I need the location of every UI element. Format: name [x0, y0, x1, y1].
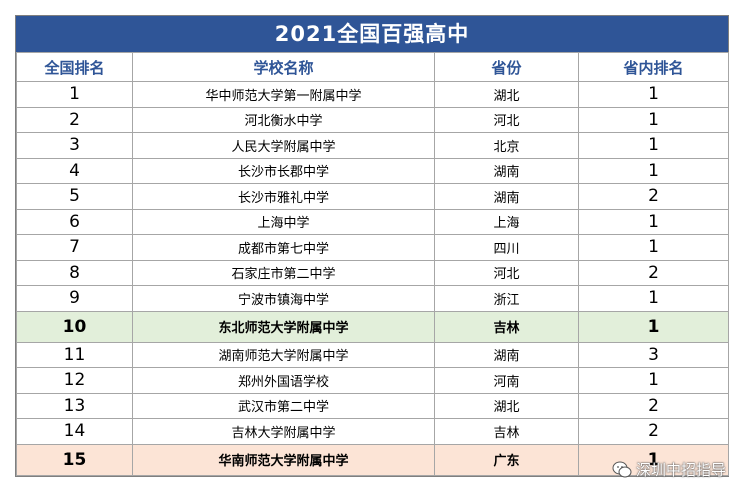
table-row: 15 华南师范大学附属中学 广东 1	[16, 443, 729, 476]
watermark-text: 深圳中招指导	[635, 461, 726, 479]
provincial-rank-cell: 2	[578, 183, 729, 210]
school-cell: 石家庄市第二中学	[132, 259, 435, 286]
watermark: 深圳中招指导	[612, 459, 726, 480]
table-row: 3 人民大学附属中学 北京 1	[16, 132, 729, 159]
province-cell: 河北	[434, 259, 579, 286]
school-cell: 郑州外国语学校	[132, 367, 435, 394]
table-row: 11 湖南师范大学附属中学 湖南 3	[16, 341, 729, 368]
school-cell: 成都市第七中学	[132, 234, 435, 261]
provincial-rank-cell: 1	[578, 310, 729, 343]
province-cell: 湖北	[434, 81, 579, 108]
provincial-rank-cell: 1	[578, 234, 729, 261]
province-cell: 湖北	[434, 392, 579, 419]
provincial-rank-cell: 1	[578, 106, 729, 133]
sheet-title: 2021全国百强高中	[16, 16, 728, 52]
school-cell: 东北师范大学附属中学	[132, 310, 435, 343]
table-body: 1 华中师范大学第一附属中学 湖北 1 2 河北衡水中学 河北 1 3 人民大学附属中学 北京 1 4 长…	[16, 81, 729, 476]
province-cell: 四川	[434, 234, 579, 261]
table-row: 12 郑州外国语学校 河南 1	[16, 367, 729, 394]
provincial-rank-cell: 1	[578, 285, 729, 312]
school-cell: 吉林大学附属中学	[132, 418, 435, 445]
provincial-rank-cell: 3	[578, 341, 729, 368]
provincial-rank-cell: 1	[578, 81, 729, 108]
rank-cell: 14	[16, 418, 133, 445]
province-cell: 河南	[434, 367, 579, 394]
provincial-rank-cell: 2	[578, 259, 729, 286]
province-cell: 广东	[434, 443, 579, 476]
rank-cell: 8	[16, 259, 133, 286]
province-cell: 河北	[434, 106, 579, 133]
table-row: 7 成都市第七中学 四川 1	[16, 234, 729, 261]
province-cell: 湖南	[434, 183, 579, 210]
provincial-rank-cell: 1	[578, 367, 729, 394]
wechat-icon	[612, 461, 632, 477]
rank-cell: 9	[16, 285, 133, 312]
table-row: 4 长沙市长郡中学 湖南 1	[16, 157, 729, 184]
rank-cell: 1	[16, 81, 133, 108]
header-school-name: 学校名称	[132, 52, 435, 82]
province-cell: 上海	[434, 208, 579, 235]
header-province: 省份	[434, 52, 579, 82]
provincial-rank-cell: 1	[578, 157, 729, 184]
table-row: 6 上海中学 上海 1	[16, 208, 729, 235]
province-cell: 吉林	[434, 310, 579, 343]
school-cell: 湖南师范大学附属中学	[132, 341, 435, 368]
school-cell: 华中师范大学第一附属中学	[132, 81, 435, 108]
header-national-rank: 全国排名	[16, 52, 133, 82]
table-row: 8 石家庄市第二中学 河北 2	[16, 259, 729, 286]
rank-cell: 13	[16, 392, 133, 419]
header-provincial-rank: 省内排名	[578, 52, 729, 82]
provincial-rank-cell: 2	[578, 392, 729, 419]
rank-cell: 3	[16, 132, 133, 159]
school-cell: 上海中学	[132, 208, 435, 235]
school-cell: 华南师范大学附属中学	[132, 443, 435, 476]
province-cell: 湖南	[434, 157, 579, 184]
provincial-rank-cell: 1	[578, 132, 729, 159]
province-cell: 北京	[434, 132, 579, 159]
rank-cell: 2	[16, 106, 133, 133]
rank-cell: 5	[16, 183, 133, 210]
rank-cell: 10	[16, 310, 133, 343]
table-row: 14 吉林大学附属中学 吉林 2	[16, 418, 729, 445]
rank-cell: 6	[16, 208, 133, 235]
rank-cell: 11	[16, 341, 133, 368]
table-row: 1 华中师范大学第一附属中学 湖北 1	[16, 81, 729, 108]
ranking-table: 全国排名 学校名称 省份 省内排名 1 华中师范大学第一附属中学 湖北 1 2 河北衡水中…	[16, 52, 729, 476]
ranking-sheet: 2021全国百强高中 全国排名 学校名称 省份 省内排名 1 华中师范大学第一附属…	[15, 15, 729, 477]
school-cell: 长沙市雅礼中学	[132, 183, 435, 210]
school-cell: 人民大学附属中学	[132, 132, 435, 159]
province-cell: 吉林	[434, 418, 579, 445]
school-cell: 长沙市长郡中学	[132, 157, 435, 184]
rank-cell: 15	[16, 443, 133, 476]
provincial-rank-cell: 1	[578, 208, 729, 235]
table-row: 13 武汉市第二中学 湖北 2	[16, 392, 729, 419]
rank-cell: 12	[16, 367, 133, 394]
school-cell: 宁波市镇海中学	[132, 285, 435, 312]
table-row: 9 宁波市镇海中学 浙江 1	[16, 285, 729, 312]
school-cell: 武汉市第二中学	[132, 392, 435, 419]
school-cell: 河北衡水中学	[132, 106, 435, 133]
table-row: 5 长沙市雅礼中学 湖南 2	[16, 183, 729, 210]
provincial-rank-cell: 2	[578, 418, 729, 445]
table-header-row: 全国排名 学校名称 省份 省内排名	[16, 52, 729, 82]
province-cell: 湖南	[434, 341, 579, 368]
table-row: 2 河北衡水中学 河北 1	[16, 106, 729, 133]
table-row: 10 东北师范大学附属中学 吉林 1	[16, 310, 729, 343]
provincial-rank-cell: 1	[578, 443, 729, 476]
province-cell: 浙江	[434, 285, 579, 312]
rank-cell: 4	[16, 157, 133, 184]
rank-cell: 7	[16, 234, 133, 261]
